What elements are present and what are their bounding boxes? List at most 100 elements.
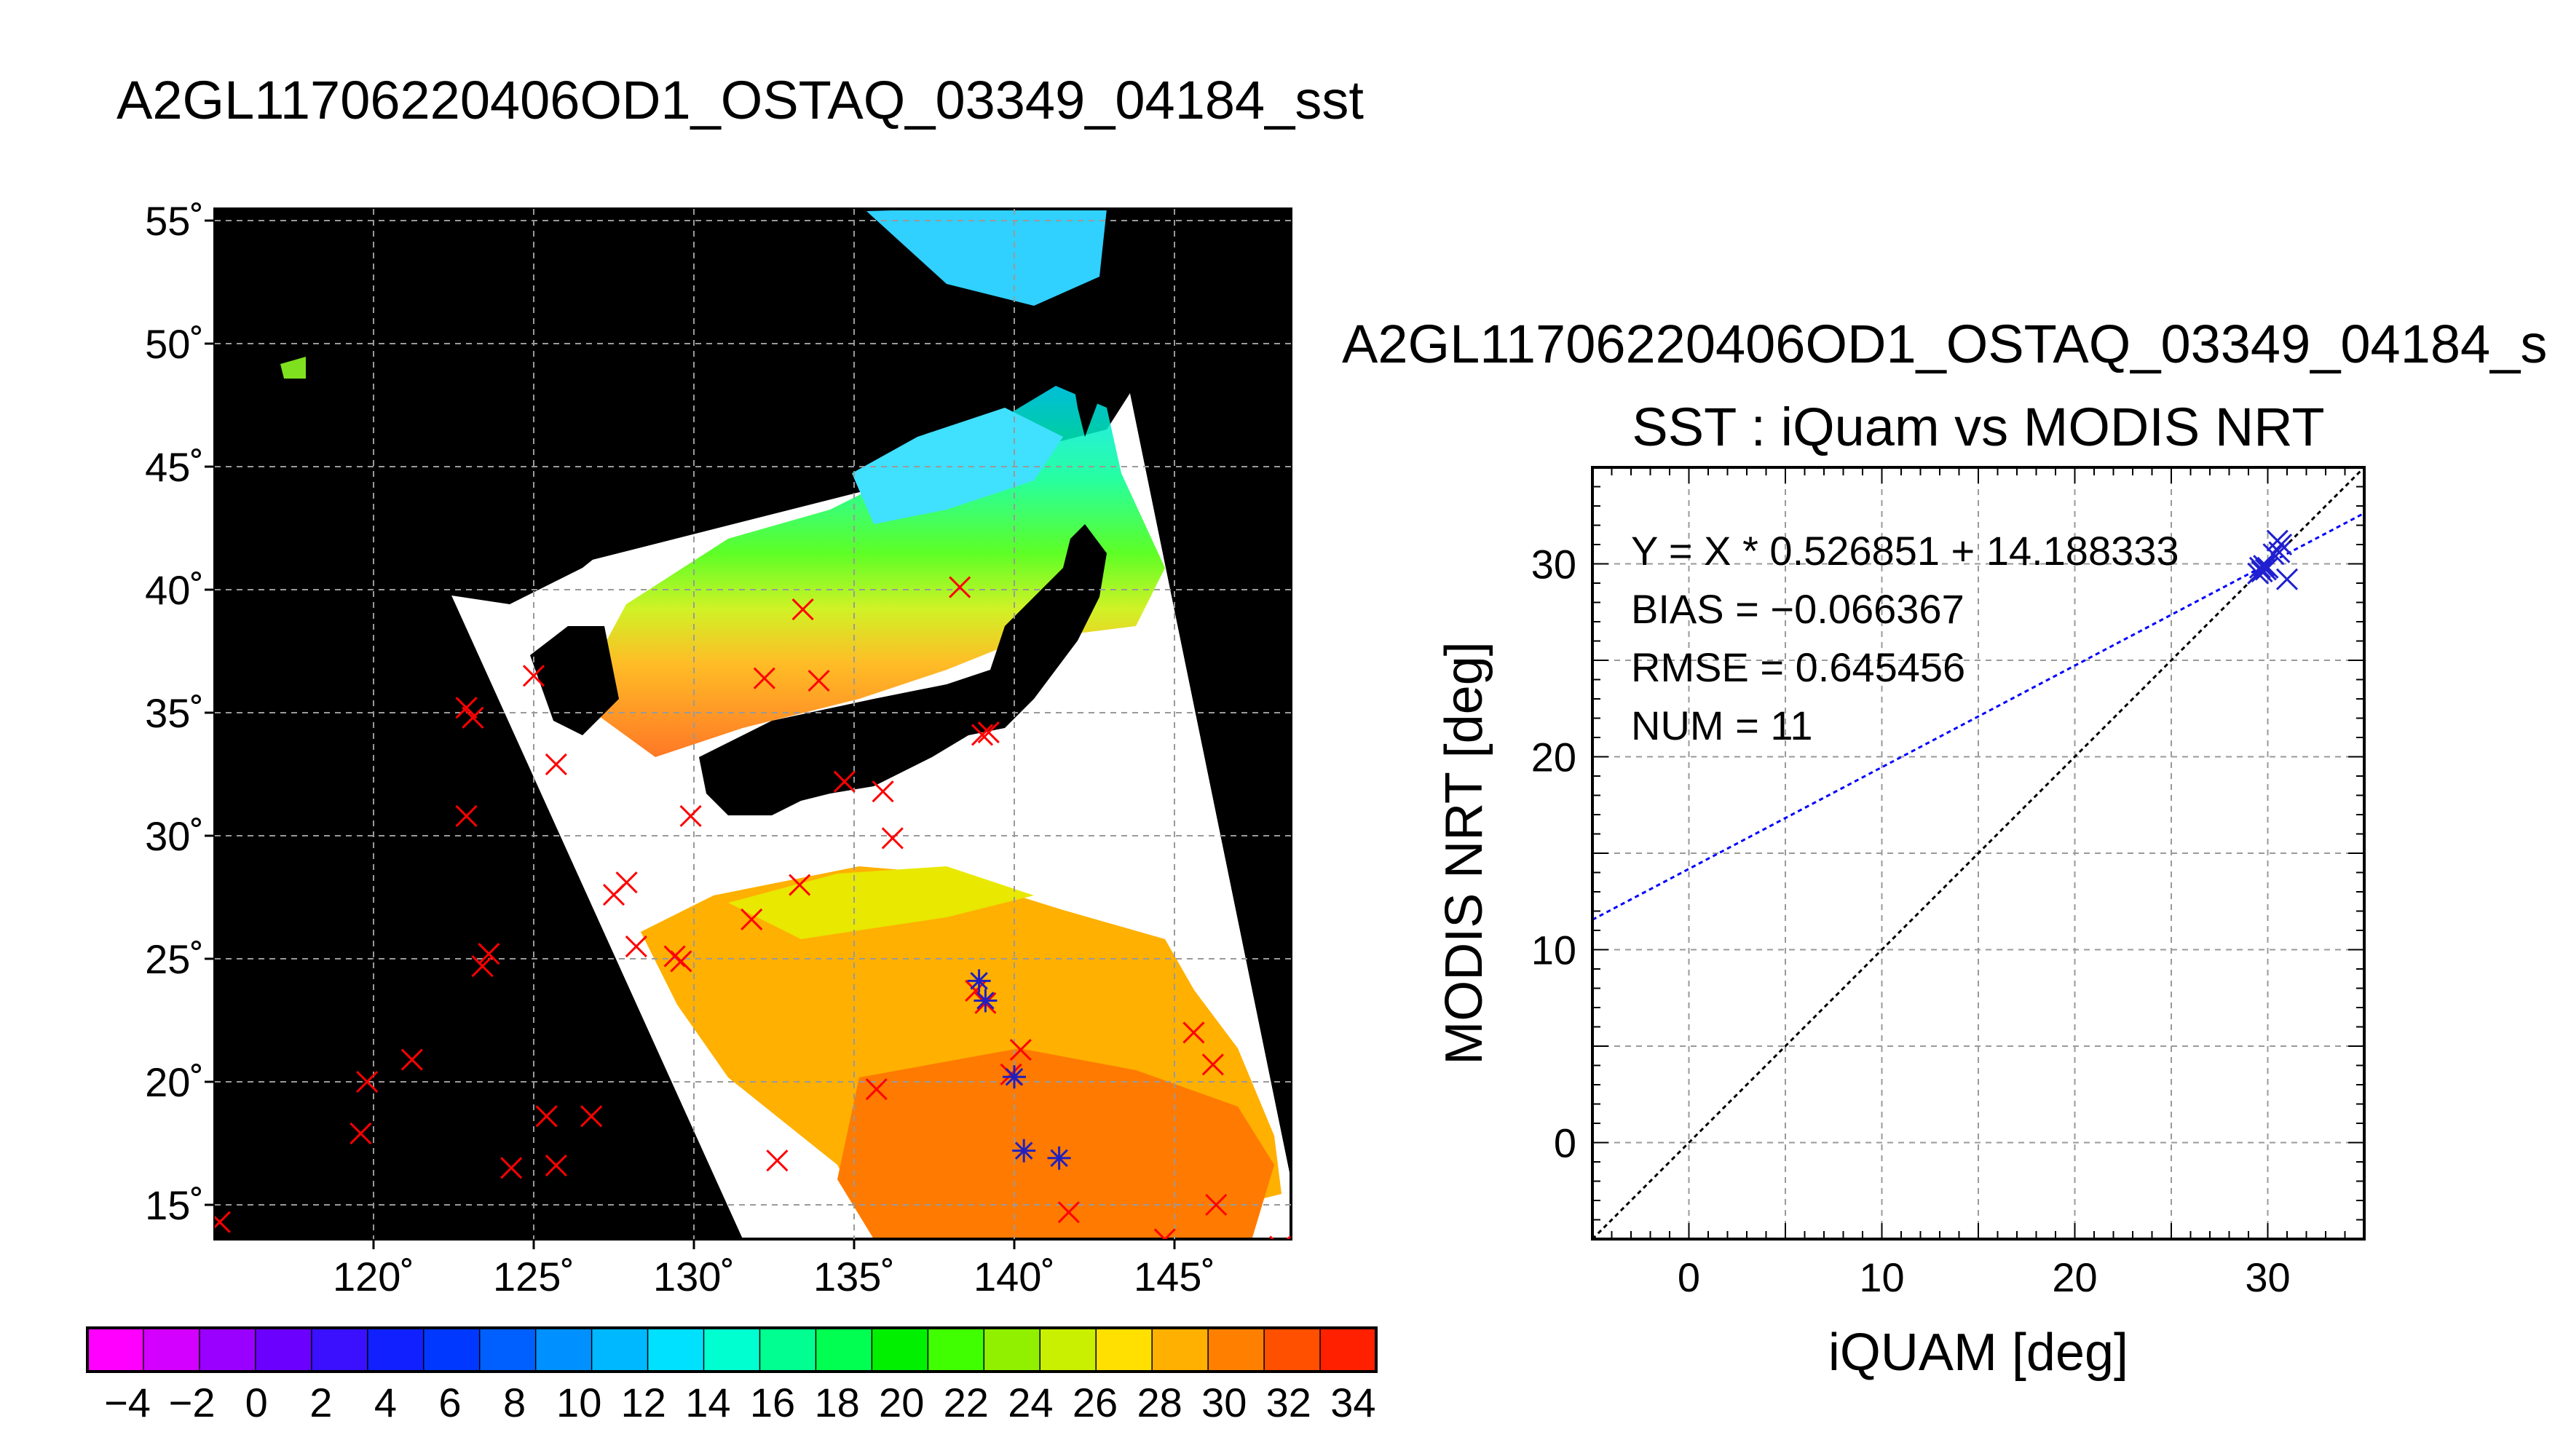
iquam-marker [791, 598, 814, 621]
lon-tick-label: 130˚ [653, 1254, 735, 1299]
colorbar-cell [479, 1328, 537, 1372]
iquam-marker [789, 874, 811, 896]
iquam-marker [1153, 1228, 1166, 1239]
lat-tick-label: 30˚ [145, 813, 204, 859]
swath-sst-south-hot [837, 1048, 1274, 1239]
map-frame [213, 207, 1292, 1241]
data-point [2270, 533, 2293, 556]
colorbar-cell [872, 1328, 928, 1372]
y-tick-label: 10 [1531, 927, 1576, 973]
colorbar-label: 20 [879, 1380, 924, 1425]
swath-sst-okhotsk [866, 209, 1107, 306]
iquam-marker [1057, 1201, 1080, 1224]
plot-lines [1592, 467, 2364, 1239]
data-point [2262, 543, 2285, 566]
lon-tick-label: 145˚ [1134, 1254, 1215, 1299]
iquam-marker [545, 753, 567, 776]
colorbar-cell [1208, 1328, 1265, 1372]
bias-stat: BIAS = −0.066367 [1631, 586, 1964, 632]
swath-sst-transition [728, 866, 1034, 939]
x-axis-label: iQUAM [deg] [1828, 1324, 2128, 1382]
colorbar-cell [703, 1328, 760, 1372]
colorbar-cell [928, 1328, 984, 1372]
data-point [2275, 568, 2299, 590]
sst-map: 55˚ 50˚ 45˚ 40˚ 35˚ 30˚ 25˚ 20˚ 15˚ 120˚… [145, 198, 1292, 1299]
map-image-layer [215, 209, 1291, 1239]
colorbar-cell [199, 1328, 256, 1372]
colorbar-label: 32 [1266, 1380, 1311, 1425]
colorbar-label: −4 [104, 1380, 151, 1425]
colorbar-cells [87, 1328, 1377, 1372]
iquam-marker [881, 827, 904, 850]
colorbar-label: 0 [245, 1380, 268, 1425]
lat-tick-label: 40˚ [145, 567, 204, 613]
data-point [2256, 556, 2279, 579]
y-tick-label: 30 [1531, 542, 1576, 587]
num-stat: NUM = 11 [1631, 703, 1812, 748]
rmse-stat: RMSE = 0.645456 [1631, 644, 1965, 690]
colorbar-label: −2 [169, 1380, 216, 1425]
lat-tick-label: 45˚ [145, 444, 204, 490]
colorbar-label: 14 [685, 1380, 730, 1425]
colorbar-label: 4 [374, 1380, 397, 1425]
iquam-marker [1009, 1038, 1032, 1061]
scatter-points [2247, 529, 2299, 590]
lat-tick-label: 55˚ [145, 198, 204, 244]
iquam-marker [1163, 1228, 1176, 1239]
iquam-marker [753, 667, 775, 689]
colorbar-cell [255, 1328, 312, 1372]
fit-line [1592, 512, 2364, 921]
iquam-marker [615, 871, 638, 894]
scatter-subtitle: SST : iQuam vs MODIS NRT [1632, 397, 2324, 457]
swath-outside-right [1130, 209, 1291, 1179]
iquam-marker [1201, 1053, 1224, 1076]
iquam-marker [949, 576, 971, 598]
colorbar-cell [759, 1328, 816, 1372]
iquam-marker [471, 955, 494, 978]
map-gridlines [215, 209, 1291, 1239]
iquam-marker [670, 950, 692, 973]
plot-tick-labels: 0 10 20 30 0 10 20 30 [1531, 542, 2291, 1301]
iquam-marker [741, 908, 763, 930]
iquam-marker [478, 943, 500, 965]
colorbar-cell [984, 1328, 1040, 1372]
lat-tick-labels: 55˚ 50˚ 45˚ 40˚ 35˚ 30˚ 25˚ 20˚ 15˚ [145, 198, 204, 1228]
x-tick-label: 0 [1678, 1254, 1700, 1300]
lon-tick-labels: 120˚ 125˚ 130˚ 135˚ 140˚ 145˚ [333, 1254, 1215, 1299]
iquam-marker [971, 724, 994, 746]
identity-line [1592, 467, 2364, 1239]
lat-tick-label: 20˚ [145, 1059, 204, 1105]
colorbar-cell [143, 1328, 200, 1372]
colorbar-cell [1040, 1328, 1097, 1372]
colorbar-label: 30 [1201, 1380, 1247, 1425]
iquam-marker [766, 1150, 789, 1172]
colorbar-label: 24 [1008, 1380, 1053, 1425]
colorbar-labels: −4 −2 0 2 4 6 8 10 12 14 16 18 20 22 24 26 28 30 32 34 [104, 1380, 1375, 1425]
lat-tick-label: 35˚ [145, 690, 204, 736]
colorbar-cell [367, 1328, 424, 1372]
x-tick-label: 20 [2052, 1254, 2097, 1300]
colorbar-cell [535, 1328, 593, 1372]
iquam-marker [977, 721, 1000, 744]
iquam-marker [580, 1105, 603, 1128]
colorbar-cell [423, 1328, 481, 1372]
matchup-marker [1014, 1142, 1033, 1160]
colorbar-cell [591, 1328, 649, 1372]
lon-tick-label: 125˚ [493, 1254, 574, 1299]
iquam-marker [807, 669, 830, 692]
y-tick-label: 20 [1531, 735, 1576, 780]
iquam-marker [500, 1157, 523, 1179]
iquam-marker [833, 770, 856, 793]
lon-tick-label: 135˚ [813, 1254, 895, 1299]
land-hokkaido [1070, 277, 1165, 437]
iquam-marker [865, 1078, 888, 1101]
matchup-marker [1050, 1149, 1068, 1168]
colorbar-cell [1320, 1328, 1377, 1372]
lat-tick-label: 15˚ [145, 1182, 204, 1228]
colorbar-label: 8 [503, 1380, 526, 1425]
colorbar-frame [86, 1326, 1378, 1373]
colorbar-label: 10 [556, 1380, 601, 1425]
iquam-marker [535, 1105, 558, 1128]
iquam-marker [462, 706, 484, 729]
